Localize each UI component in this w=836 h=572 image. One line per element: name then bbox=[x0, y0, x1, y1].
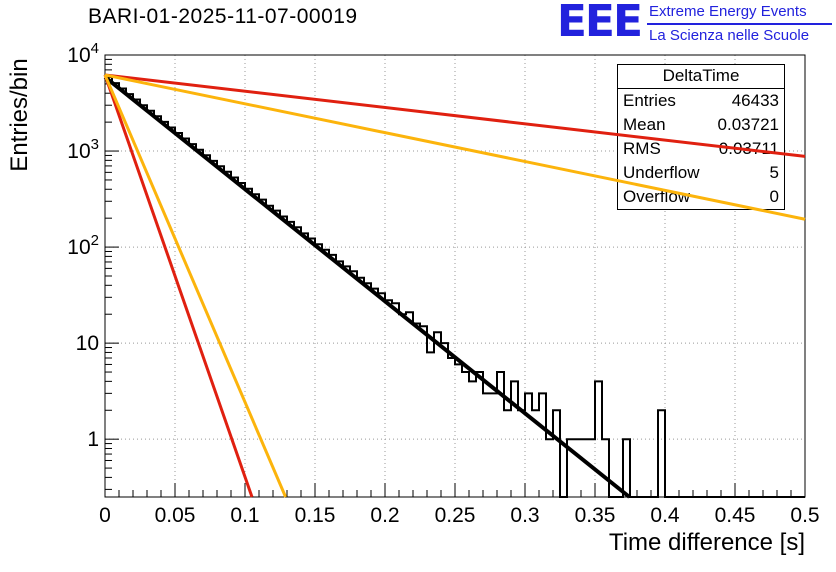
stats-row-value: 0 bbox=[769, 187, 779, 206]
stats-row-value: 5 bbox=[769, 163, 779, 182]
stats-row: Underflow 5 bbox=[618, 161, 784, 185]
eee-logo-subtitle-1: Extreme Energy Events bbox=[647, 2, 832, 25]
stats-box-title: DeltaTime bbox=[618, 65, 784, 89]
stats-row-label: Overflow bbox=[623, 187, 691, 206]
stats-row: Overflow 0 bbox=[618, 185, 784, 209]
x-tick-label: 0.3 bbox=[510, 504, 539, 527]
stats-row-value: 46433 bbox=[731, 91, 779, 110]
y-axis-title: Entries/bin bbox=[6, 58, 33, 171]
eee-logo-acronym: EEE bbox=[556, 0, 643, 47]
stats-row: RMS 0.03711 bbox=[618, 137, 784, 161]
stats-row-value: 0.03711 bbox=[718, 139, 779, 158]
stats-box: DeltaTime Entries 46433 Mean 0.03721 RMS 0.03… bbox=[617, 64, 785, 210]
exponential-fit bbox=[103, 75, 631, 499]
stats-rows: Entries 46433 Mean 0.03721 RMS 0.03711 Underfl… bbox=[618, 89, 784, 209]
x-tick-label: 0.25 bbox=[435, 504, 476, 527]
y-tick-label: 102 bbox=[67, 232, 99, 259]
eee-logo-text: Extreme Energy Events La Scienza nelle S… bbox=[647, 2, 832, 44]
y-tick-label: 10 bbox=[76, 332, 99, 355]
x-tick-label: 0.05 bbox=[155, 504, 196, 527]
x-axis-title: Time difference [s] bbox=[609, 529, 805, 556]
stats-row-value: 0.03721 bbox=[717, 115, 779, 134]
eee-logo: EEE Extreme Energy Events La Scienza nel… bbox=[556, 0, 832, 47]
y-tick-label: 1 bbox=[87, 428, 99, 451]
x-tick-label: 0.4 bbox=[650, 504, 680, 527]
y-tick-label: 103 bbox=[67, 136, 99, 163]
x-tick-label: 0.1 bbox=[230, 504, 259, 527]
stats-row-label: Entries bbox=[623, 91, 676, 110]
x-tick-label: 0.15 bbox=[295, 504, 336, 527]
stats-row: Mean 0.03721 bbox=[618, 113, 784, 137]
stats-row-label: RMS bbox=[623, 139, 661, 158]
x-tick-label: 0 bbox=[99, 504, 111, 527]
y-tick-label: 104 bbox=[67, 40, 99, 67]
plot-title: BARI-01-2025-11-07-00019 bbox=[88, 5, 358, 28]
stats-row-label: Underflow bbox=[623, 163, 700, 182]
x-tick-label: 0.2 bbox=[370, 504, 399, 527]
x-tick-label: 0.35 bbox=[575, 504, 616, 527]
stats-row: Entries 46433 bbox=[618, 89, 784, 113]
stats-row-label: Mean bbox=[623, 115, 666, 134]
x-tick-label: 0.5 bbox=[790, 504, 819, 527]
eee-logo-subtitle-2: La Scienza nelle Scuole bbox=[649, 27, 810, 44]
x-tick-label: 0.45 bbox=[715, 504, 756, 527]
